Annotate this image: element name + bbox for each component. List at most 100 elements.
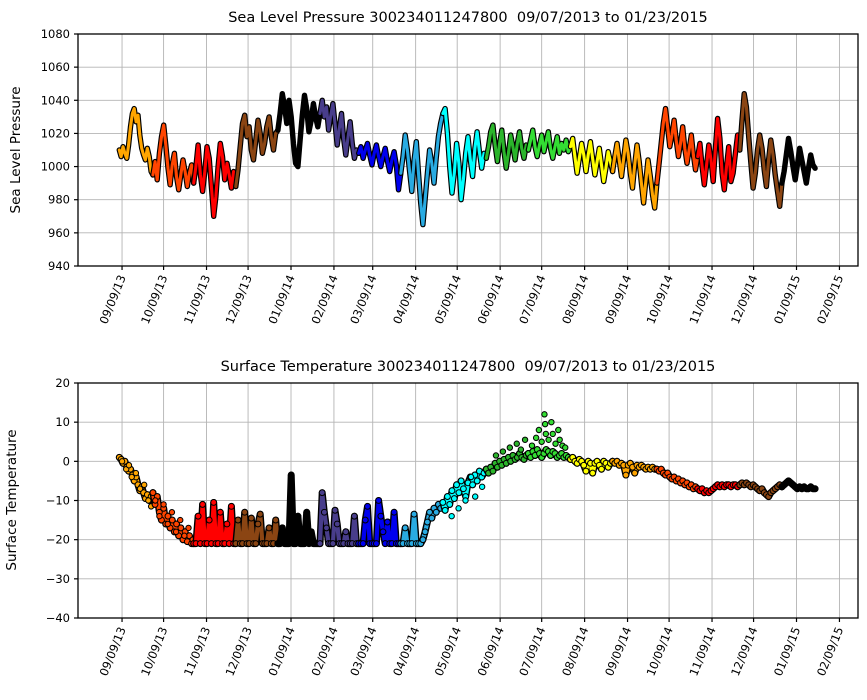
x-tick-label: 09/09/13 (96, 625, 128, 678)
scatter-point (199, 501, 206, 508)
scatter-point (379, 528, 387, 536)
scatter-point (350, 512, 358, 520)
x-tick-label: 12/09/14 (728, 273, 760, 326)
segment-Jun-2014 (484, 123, 530, 170)
x-tick-label: 05/09/14 (432, 273, 464, 326)
scatter-point (401, 524, 409, 532)
segment-Sep-2014 (611, 138, 659, 210)
scatter-point (168, 516, 176, 524)
pressure-y-axis-label: Sea Level Pressure (8, 86, 24, 213)
x-tick-label: 12/09/14 (728, 625, 760, 678)
scatter-outlier-point (506, 444, 514, 451)
scatter-point (361, 516, 369, 524)
scatter-point (377, 512, 385, 520)
segment-Oct-2013 (151, 123, 196, 192)
y-tick-label: 1080 (41, 27, 70, 41)
scatter-outlier-point (141, 481, 148, 489)
x-tick-label: 05/09/14 (432, 625, 464, 678)
scatter-outlier-point (549, 430, 556, 438)
x-tick-label: 11/09/13 (181, 625, 213, 678)
x-tick-label: 10/09/13 (138, 273, 170, 326)
x-tick-label: 11/09/14 (686, 625, 718, 678)
scatter-point (177, 524, 185, 532)
surface-temperature-chart: −40 −30 −20 −10 0 10 20 09/09/13 10/09/13 11/09/1… (46, 376, 859, 678)
y-tick-label: 1040 (41, 93, 70, 107)
scatter-outlier-point (185, 524, 192, 532)
scatter-point (278, 524, 286, 532)
x-tick-label: 02/09/14 (308, 273, 340, 326)
x-tick-label: 04/09/14 (390, 273, 422, 326)
scatter-outlier-point (118, 458, 126, 465)
scatter-point (329, 540, 337, 547)
x-tick-label: 09/09/14 (602, 625, 634, 678)
scatter-point (432, 508, 440, 516)
scatter-point (631, 469, 639, 477)
scatter-point (441, 506, 449, 514)
y-tick-label: 940 (48, 259, 70, 273)
x-tick-label: 10/09/13 (138, 625, 170, 678)
plot-border (77, 33, 859, 267)
x-tick-label: 01/09/14 (265, 625, 297, 678)
segment-Feb-2014 (318, 98, 361, 160)
scatter-point (234, 516, 242, 524)
x-tick-label: 01/09/14 (265, 273, 297, 326)
segment-Apr-2014 (399, 111, 445, 227)
x-tick-label: 03/09/14 (347, 273, 379, 326)
segment-Jan-2015 (780, 136, 817, 185)
scatter-point (421, 528, 429, 536)
y-tick-label: 1000 (41, 160, 70, 174)
scatter-point (469, 481, 476, 489)
segment-Jul-2014 (526, 128, 573, 160)
x-tick-label: 11/09/13 (181, 273, 213, 326)
scatter-outlier-point (156, 512, 163, 520)
scatter-point (307, 528, 315, 536)
segment-Oct-2014 (655, 107, 700, 185)
y-tick-label: 1060 (41, 60, 70, 74)
scatter-point (450, 495, 458, 502)
scatter-point (439, 499, 447, 506)
scatter-outlier-point (128, 473, 135, 481)
scatter-outlier-point (556, 436, 563, 443)
y-tick-label: −10 (46, 494, 70, 508)
scatter-point (428, 514, 436, 522)
scatter-point (384, 518, 391, 526)
scatter-point (205, 516, 213, 524)
scatter-outlier-point (152, 497, 159, 504)
segment-May-2014 (441, 107, 488, 202)
x-tick-label: 12/09/13 (223, 273, 255, 326)
scatter-outlier-point (164, 520, 171, 528)
scatter-outlier-point (541, 420, 549, 428)
temperature-y-axis-label: Surface Temperature (4, 429, 20, 570)
y-tick-label: 10 (55, 415, 70, 429)
scatter-point (247, 514, 255, 522)
scatter-outlier-point (177, 516, 184, 524)
y-tick-label: 1020 (41, 126, 70, 140)
scatter-point (453, 481, 460, 489)
scatter-point (473, 477, 481, 485)
x-tick-label: 08/09/14 (559, 273, 591, 326)
scatter-point (589, 469, 597, 477)
scatter-outlier-point (136, 485, 144, 492)
scatter-point (342, 528, 350, 536)
scatter-point (256, 510, 264, 518)
segment-Jan-2014 (276, 92, 322, 169)
scatter-point (622, 471, 630, 479)
x-tick-label: 01/09/15 (771, 273, 803, 326)
scatter-outlier-point (145, 497, 152, 504)
scatter-outlier-point (548, 418, 555, 426)
scatter-outlier-point (552, 440, 559, 447)
scatter-point (216, 508, 224, 516)
scatter-point (489, 467, 497, 475)
x-tick-label: 03/09/14 (347, 625, 379, 678)
scatter-outlier-point (538, 438, 545, 445)
segment-Nov-2013 (192, 141, 238, 218)
scatter-point (426, 508, 433, 516)
scatter-outlier-point (542, 430, 550, 438)
scatter-outlier-point (448, 512, 455, 520)
x-tick-label: 02/09/14 (308, 625, 340, 678)
x-tick-label: 06/09/14 (475, 625, 507, 678)
x-tick-label: 09/09/14 (602, 273, 634, 326)
pressure-chart-title: Sea Level Pressure 300234011247800 09/07… (228, 10, 708, 26)
